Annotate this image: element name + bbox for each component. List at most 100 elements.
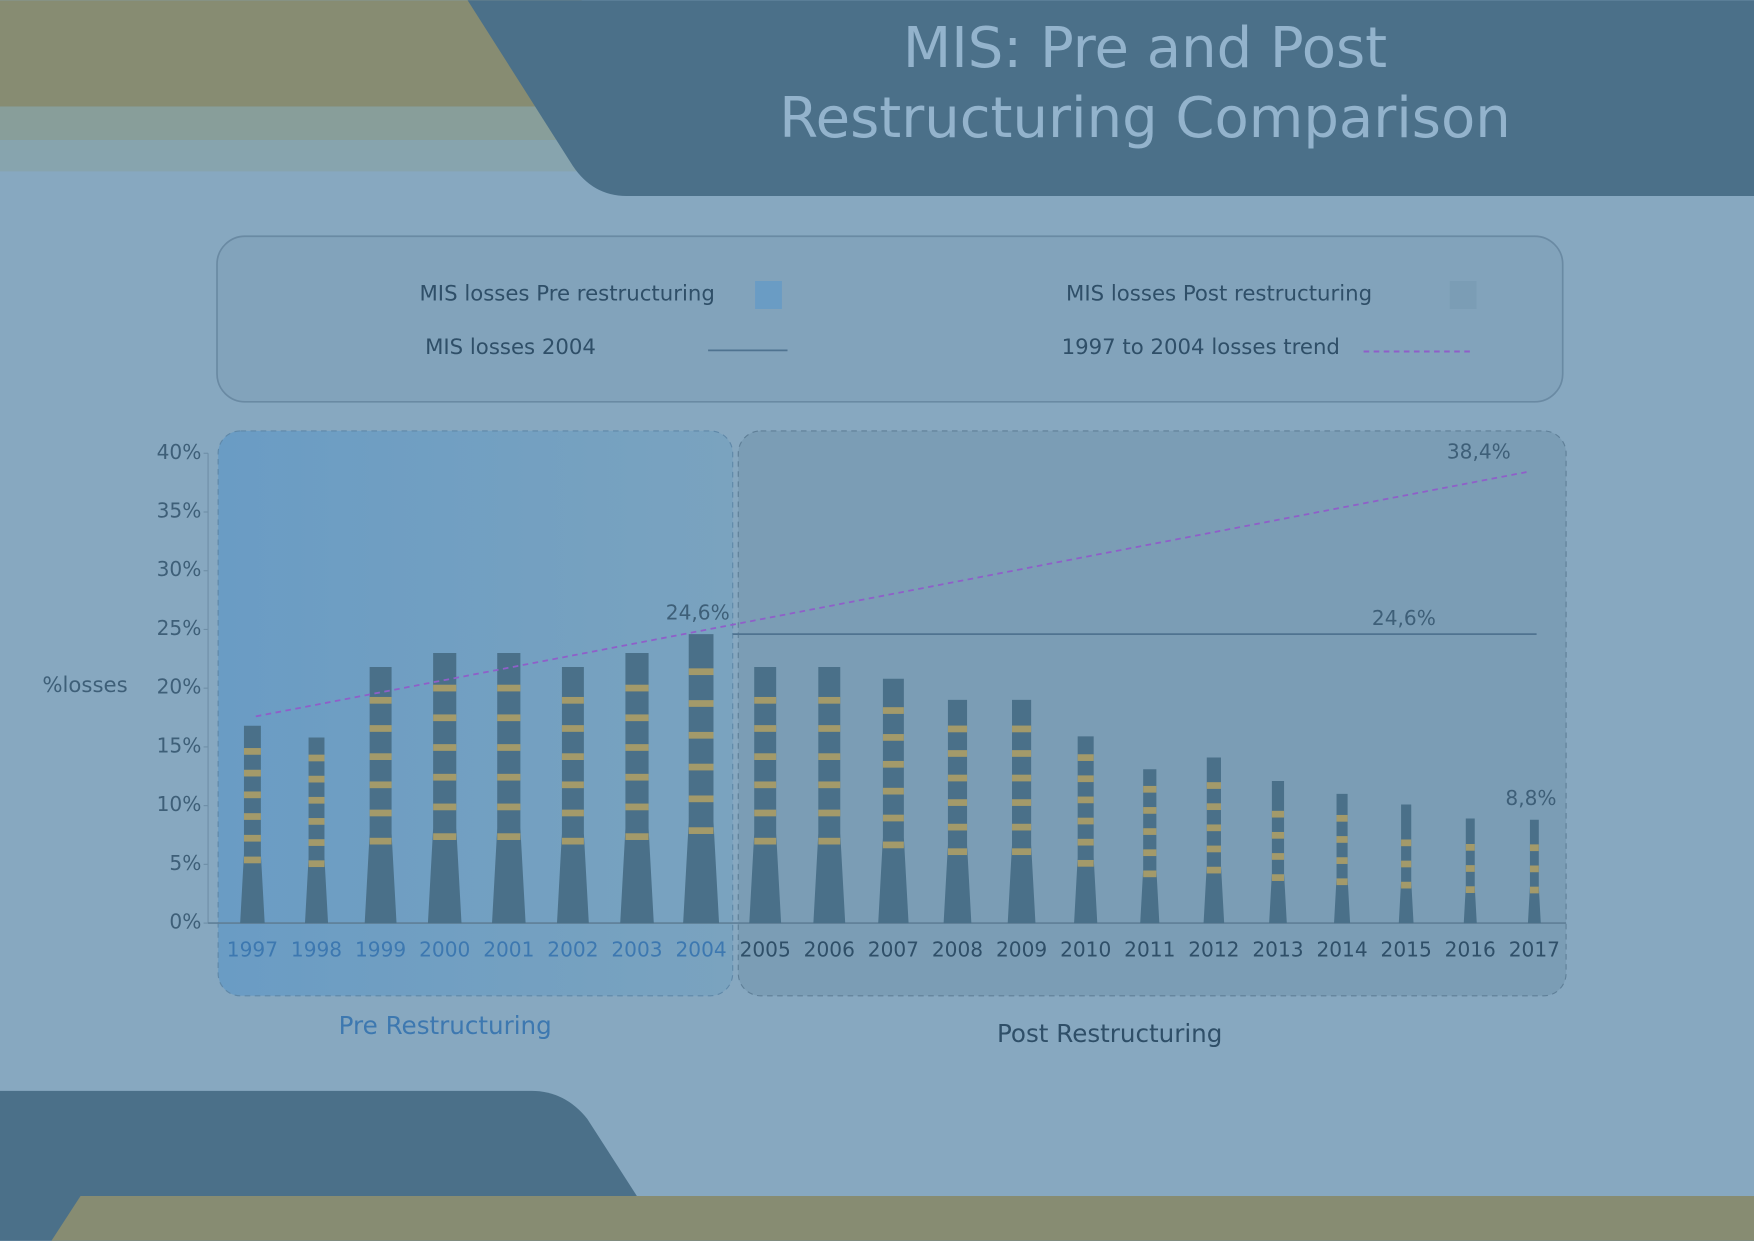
bar-stripe [947,823,968,831]
bar-stripe [688,731,714,739]
x-tick-label: 2004 [675,938,726,962]
bar-stripe [882,841,904,849]
legend-swatch [1449,280,1477,309]
bar-stripe [561,837,584,845]
legend-label: MIS losses 2004 [425,335,596,360]
bar-stripe [882,760,904,768]
value-label: 24,6% [666,601,730,625]
y-tick-label: 15% [157,733,202,757]
bar-stripe [497,833,521,840]
bar-stripe [688,795,714,803]
bar-stripe [688,668,714,676]
x-tick-label: 2016 [1445,938,1496,962]
bar-stripe [308,754,325,762]
bar-stripe [243,813,261,820]
x-tick-label: 2009 [996,938,1047,962]
value-label: 8,8% [1505,786,1556,810]
bar-stripe [625,833,649,840]
bar-stripe [369,753,392,761]
bar-stripe [1206,824,1221,832]
x-tick-label: 2011 [1124,938,1175,962]
bar-stripe [308,860,325,868]
legend-label: 1997 to 2004 losses trend [1062,335,1340,360]
bar-stripe [625,803,649,811]
legend-swatch [755,280,782,309]
bar-stripe [947,774,968,782]
x-tick-label: 1998 [291,938,342,962]
bar-stripe [1401,839,1412,847]
y-tick-label: 5% [169,851,201,875]
bar-stripe [754,696,777,704]
x-tick-label: 2000 [419,938,470,962]
bar-stripe [818,781,841,789]
bar-stripe [243,769,261,777]
x-tick-label: 2003 [611,938,662,962]
bar-stripe [243,791,261,799]
bar-stripe [433,833,457,840]
bar-stripe [1143,849,1157,857]
legend-label: MIS losses Post restructuring [1066,281,1372,306]
bar-stripe [561,696,584,704]
bar-stripe [688,827,714,834]
x-tick-label: 2006 [804,938,855,962]
bar-stripe [688,763,714,771]
bar-stripe [1077,775,1094,783]
bar-stripe [561,781,584,789]
bar-stripe [1271,874,1285,881]
bar-stripe [433,744,457,751]
bar-stripe [561,725,584,732]
decor [0,1090,638,1198]
bar-stripe [308,818,325,825]
x-tick-label: 2002 [547,938,598,962]
bar-stripe [1012,725,1032,733]
bar-stripe [754,837,777,845]
trend-label: 38,4% [1447,440,1511,464]
bar-stripe [369,837,392,845]
bar-stripe [1143,785,1157,793]
bar-stripe [882,814,904,822]
chart-title: MIS: Pre and Post Restructuring Comparis… [779,16,1511,151]
x-tick-label: 2012 [1188,938,1239,962]
bar-stripe [497,744,521,751]
bar-stripe [1271,853,1285,860]
bar-stripe [1206,866,1221,874]
bar-stripe [433,684,457,692]
pre-panel [217,430,734,997]
y-axis-label: %losses [42,673,127,698]
decor [0,140,582,172]
bar-stripe [1401,860,1412,868]
x-tick-label: 1997 [227,938,278,962]
bar-stripe [882,734,904,741]
bar-stripe [1465,843,1475,851]
x-tick-label: 2005 [740,938,791,962]
bar-stripe [1465,886,1475,893]
bar-stripe [947,725,968,733]
bar-stripe [1271,831,1285,839]
bar-stripe [1012,799,1032,806]
decor [0,106,582,141]
x-tick-label: 2010 [1060,938,1111,962]
bar-stripe [308,775,325,783]
bar-stripe [1529,865,1539,873]
bar-stripe [1012,823,1032,831]
bar-stripe [1529,886,1539,894]
reference-label: 24,6% [1372,606,1436,630]
bar [1074,736,1098,924]
bar-stripe [947,848,968,856]
bar-stripe [497,714,521,722]
bar-stripe [1336,814,1348,822]
y-tick-label: 0% [169,910,201,934]
bar-stripe [497,773,521,781]
bar-stripe [497,684,521,692]
y-tick-label: 30% [157,557,202,581]
x-tick-label: 2013 [1252,938,1303,962]
bar-stripe [1529,844,1539,852]
bar-stripe [818,696,841,704]
bar-stripe [243,856,261,864]
bar-stripe [1077,796,1094,804]
bar-stripe [754,809,777,817]
x-tick-label: 2015 [1381,938,1432,962]
bar-stripe [1012,774,1032,782]
post-panel [737,430,1567,997]
